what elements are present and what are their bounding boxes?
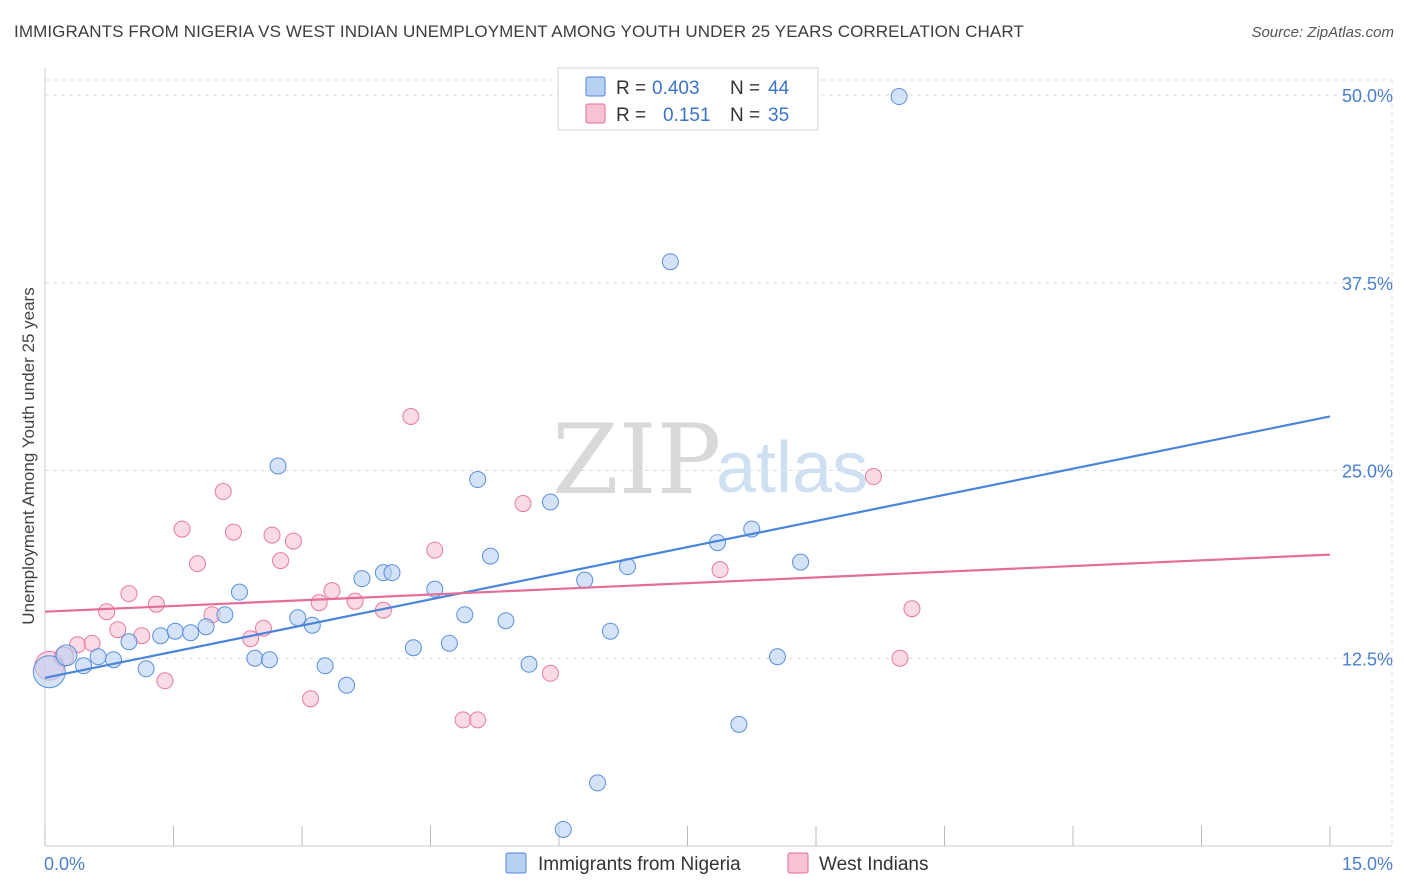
nigeria-point bbox=[166, 622, 184, 640]
nigeria-point bbox=[730, 715, 748, 733]
west-indians-point bbox=[310, 594, 328, 612]
west-indians-point bbox=[302, 690, 320, 708]
west-indians-point bbox=[109, 621, 127, 639]
axes bbox=[44, 68, 1392, 847]
west-indians-point bbox=[147, 595, 165, 613]
west-indians-point bbox=[346, 592, 364, 610]
west-indians-point bbox=[173, 520, 191, 538]
west-indians-point bbox=[541, 664, 559, 682]
chart-title: IMMIGRANTS FROM NIGERIA VS WEST INDIAN U… bbox=[14, 22, 1024, 41]
nigeria-point bbox=[216, 606, 234, 624]
west-indians-point bbox=[891, 649, 909, 667]
nigeria-point bbox=[554, 820, 572, 838]
legend-n-value-nigeria: 44 bbox=[768, 78, 790, 99]
west-indians-point bbox=[242, 630, 260, 648]
nigeria-point bbox=[32, 655, 66, 689]
legend-r-value-west-indians: 0.151 bbox=[663, 105, 711, 126]
west-indians-point bbox=[469, 711, 487, 729]
legend: R = 0.403 N = 44 R = 0.151 N = 35 bbox=[557, 67, 819, 131]
y-tick-labels: 12.5% 25.0% 37.5% 50.0% bbox=[1342, 86, 1393, 669]
west-indians-point bbox=[156, 672, 174, 690]
nigeria-point bbox=[260, 651, 278, 669]
chart-source: Source: ZipAtlas.com bbox=[1251, 24, 1394, 41]
legend-swatch-west-indians bbox=[585, 103, 606, 124]
nigeria-point bbox=[137, 660, 155, 678]
west-indians-point bbox=[323, 582, 341, 600]
west-indians-point bbox=[864, 468, 882, 486]
legend-r-value-nigeria: 0.403 bbox=[652, 78, 700, 99]
trend-lines bbox=[44, 415, 1331, 679]
nigeria-point bbox=[383, 564, 401, 582]
y-tick-label: 37.5% bbox=[1342, 274, 1393, 294]
watermark-atlas: atlas bbox=[716, 428, 868, 508]
legend-n-label-nigeria: N = bbox=[730, 78, 760, 99]
y-tick-label: 50.0% bbox=[1342, 86, 1393, 106]
nigeria-point bbox=[269, 457, 287, 475]
legend-r-label-west-indians: R = bbox=[616, 105, 646, 126]
legend-swatch-nigeria bbox=[585, 76, 606, 97]
watermark-zip: ZIP bbox=[552, 404, 721, 516]
west-indians-point bbox=[224, 523, 242, 541]
bottom-legend-swatch-west-indians bbox=[787, 852, 809, 874]
nigeria-point bbox=[338, 676, 356, 694]
nigeria-point bbox=[289, 609, 307, 627]
nigeria-point bbox=[182, 624, 200, 642]
west-indians-point bbox=[903, 600, 921, 618]
west-indians-point bbox=[214, 483, 232, 501]
nigeria-point bbox=[197, 618, 215, 636]
bottom-legend-label-west-indians: West Indians bbox=[819, 854, 928, 875]
x-tick-label: 0.0% bbox=[44, 854, 85, 874]
bottom-legend-label-nigeria: Immigrants from Nigeria bbox=[538, 854, 741, 875]
west-indians-point bbox=[402, 407, 420, 425]
y-axis-label: Unemployment Among Youth under 25 years bbox=[19, 287, 38, 624]
x-tick-labels: 0.0% 15.0% bbox=[44, 854, 1393, 874]
y-tick-label: 25.0% bbox=[1342, 462, 1393, 482]
nigeria-point bbox=[520, 655, 538, 673]
west-indians-point bbox=[284, 532, 302, 550]
nigeria-point bbox=[456, 606, 474, 624]
nigeria-point bbox=[541, 493, 559, 511]
nigeria-point bbox=[55, 644, 78, 667]
nigeria-point bbox=[792, 553, 810, 571]
legend-n-value-west-indians: 35 bbox=[768, 105, 789, 126]
nigeria-point bbox=[497, 612, 515, 630]
west-indians-point bbox=[711, 561, 729, 579]
bottom-legend-swatch-nigeria bbox=[505, 852, 527, 874]
nigeria-point bbox=[589, 774, 607, 792]
west-indians-point bbox=[454, 711, 472, 729]
west-indians-point bbox=[98, 603, 116, 621]
bottom-legend: Immigrants from Nigeria West Indians bbox=[505, 852, 928, 875]
west-indians-point bbox=[120, 585, 138, 603]
legend-r-label-nigeria: R = bbox=[616, 78, 646, 99]
y-tick-label: 12.5% bbox=[1342, 649, 1393, 669]
nigeria-point bbox=[601, 622, 619, 640]
nigeria-point bbox=[120, 633, 138, 651]
nigeria-point bbox=[404, 639, 422, 657]
nigeria-point bbox=[890, 88, 908, 106]
west-indians-point bbox=[514, 495, 532, 513]
nigeria-point bbox=[440, 634, 458, 652]
nigeria-trend-line bbox=[44, 415, 1331, 679]
nigeria-point bbox=[316, 657, 334, 675]
nigeria-point bbox=[481, 547, 499, 565]
nigeria-point bbox=[89, 648, 107, 666]
nigeria-point bbox=[230, 583, 248, 601]
west-indians-point bbox=[188, 555, 206, 573]
x-tick-label: 15.0% bbox=[1342, 854, 1393, 874]
west-indians-point bbox=[426, 541, 444, 559]
nigeria-point bbox=[469, 471, 487, 489]
nigeria-point bbox=[152, 627, 170, 645]
nigeria-point bbox=[246, 649, 264, 667]
nigeria-point bbox=[768, 648, 786, 666]
legend-n-label-west-indians: N = bbox=[730, 105, 760, 126]
nigeria-point bbox=[661, 253, 679, 271]
west-indians-point bbox=[263, 526, 281, 544]
west-indians-trend-line bbox=[44, 553, 1331, 613]
nigeria-point bbox=[353, 570, 371, 588]
west-indians-point bbox=[272, 552, 290, 570]
nigeria-point bbox=[576, 571, 594, 589]
watermark: ZIP atlas bbox=[552, 404, 868, 516]
